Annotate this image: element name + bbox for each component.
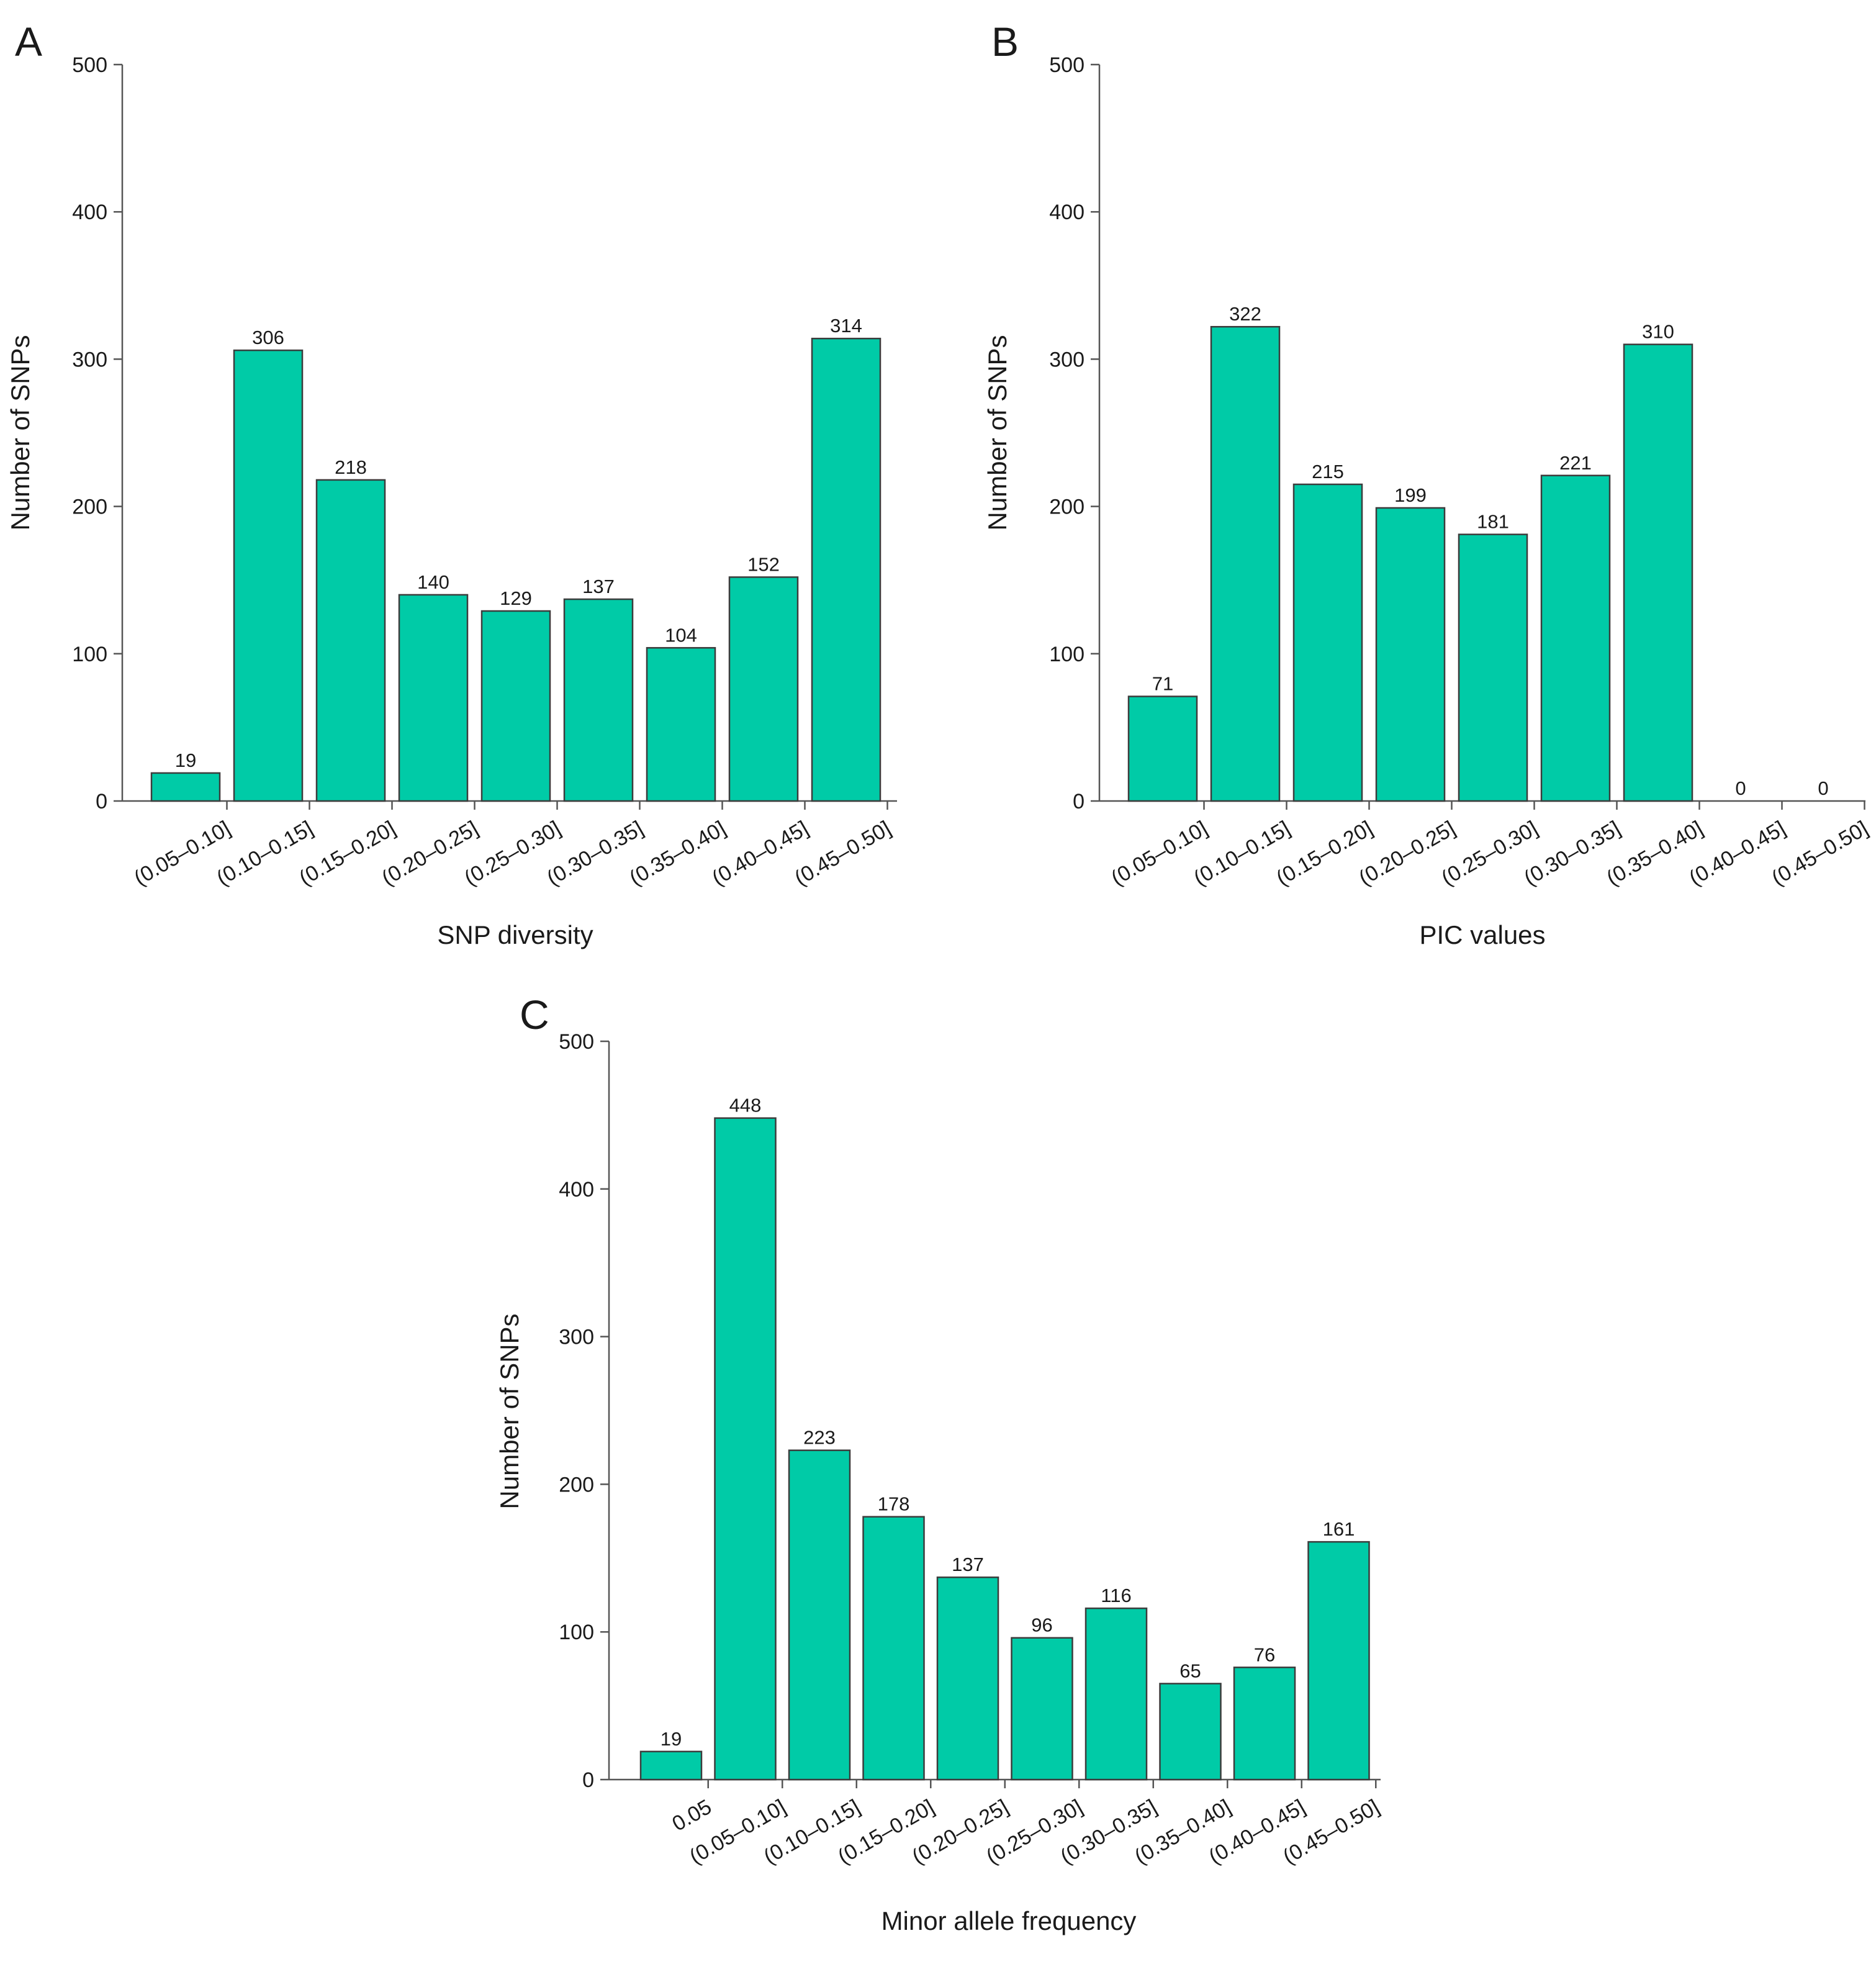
data-label: 140 [417,571,449,593]
y-tick-label: 500 [1049,53,1085,77]
y-tick-label: 200 [559,1473,594,1496]
bar [639,1750,703,1781]
bar [811,337,882,802]
bar [936,1576,999,1781]
y-axis-title: Number of SNPs [983,335,1012,530]
y-tick-label: 300 [1049,348,1085,371]
data-label: 152 [747,553,780,575]
data-label: 19 [175,749,196,771]
bar [1540,474,1611,802]
data-label: 218 [335,456,367,478]
data-label: 76 [1254,1644,1275,1665]
data-label: 181 [1477,511,1509,533]
x-axis-title: SNP diversity [437,920,593,949]
bar [1292,483,1363,802]
data-label: 314 [830,315,862,337]
data-label: 71 [1152,673,1173,695]
data-label: 0 [1735,777,1746,799]
data-label: 322 [1229,303,1261,325]
bar [728,576,799,802]
data-label: 306 [252,327,284,348]
x-tick-label: 0.05 [668,1795,715,1836]
bar [233,349,304,802]
y-tick-label: 500 [72,53,107,77]
panel-letter: C [520,992,549,1038]
data-label: 0 [1818,777,1828,799]
y-tick-label: 100 [1049,643,1085,666]
bar [714,1117,777,1781]
bar [646,647,716,802]
bar [1159,1683,1222,1781]
y-tick-label: 200 [1049,496,1085,519]
data-label: 161 [1323,1518,1355,1540]
y-tick-label: 200 [72,496,107,519]
y-tick-label: 400 [72,201,107,224]
data-label: 178 [878,1493,910,1515]
data-label: 19 [661,1728,682,1750]
data-label: 137 [952,1554,984,1575]
bar [1458,533,1528,802]
data-label: 215 [1312,461,1344,482]
data-label: 310 [1642,321,1674,343]
bar [1233,1667,1296,1781]
bar [1127,695,1198,802]
y-tick-label: 100 [559,1621,594,1644]
x-axis-title: PIC values [1419,920,1545,949]
bar [1085,1607,1148,1781]
bar [1623,343,1693,802]
data-label: 116 [1101,1585,1131,1606]
y-tick-label: 300 [559,1326,594,1349]
bar [150,772,221,802]
data-label: 223 [803,1427,836,1449]
y-axis-title: Number of SNPs [6,335,35,530]
panel-letter: A [15,19,42,65]
y-tick-label: 400 [559,1178,594,1201]
bar [480,610,551,802]
bar [1210,325,1281,802]
bar [1307,1541,1370,1781]
data-label: 104 [665,624,697,646]
data-label: 137 [582,576,615,597]
y-axis-title: Number of SNPs [495,1313,524,1509]
bar [563,598,634,802]
y-tick-label: 300 [72,348,107,371]
bar [1011,1637,1073,1781]
bar [862,1516,925,1781]
x-axis-title: Minor allele frequency [882,1906,1137,1935]
data-label: 96 [1031,1614,1052,1636]
data-label: 221 [1559,452,1592,474]
y-tick-label: 0 [1073,790,1085,813]
bar [788,1449,851,1781]
bar [398,594,469,802]
y-tick-label: 0 [96,790,107,813]
panel-c: C 0 100 200 300 400 500 Number of SNPs 19 0.05 448… [495,992,1383,1935]
data-label: 199 [1394,484,1427,506]
y-tick-label: 0 [582,1768,594,1792]
panel-letter: B [991,19,1019,65]
y-tick-label: 400 [1049,201,1085,224]
y-tick-label: 500 [559,1030,594,1054]
y-tick-label: 100 [72,643,107,666]
data-label: 65 [1179,1660,1201,1681]
data-label: 448 [729,1095,762,1116]
bar [315,479,386,802]
bar [1375,507,1446,802]
data-label: 129 [500,587,532,609]
